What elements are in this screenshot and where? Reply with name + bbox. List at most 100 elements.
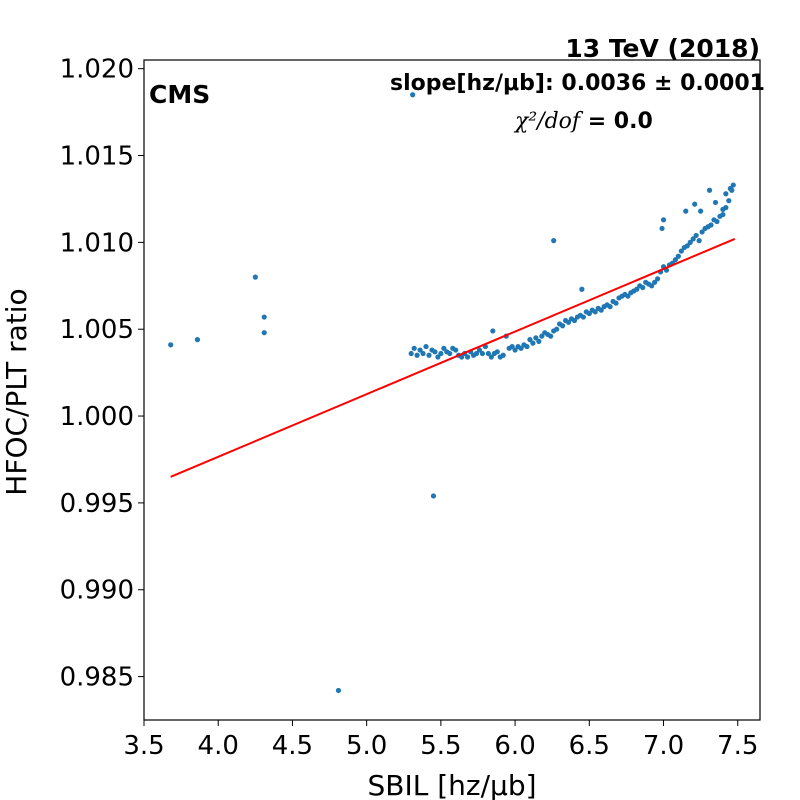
plot-area <box>143 59 761 721</box>
data-point <box>435 354 441 360</box>
data-point <box>476 347 483 353</box>
data-point <box>672 257 678 263</box>
y-tick-label: 0.990 <box>60 576 134 606</box>
data-point <box>447 350 453 357</box>
x-tick-label: 5.0 <box>346 731 387 761</box>
data-point <box>723 191 729 197</box>
data-point <box>613 300 619 306</box>
x-axis-title: SBIL [hz/μb] <box>367 769 536 800</box>
chi2-symbol: χ²/dof <box>513 109 584 134</box>
data-point <box>726 198 732 204</box>
data-point <box>720 206 726 212</box>
data-point <box>683 208 689 214</box>
data-point <box>727 185 733 192</box>
data-point <box>509 343 515 350</box>
data-point <box>548 333 554 339</box>
data-point <box>533 335 539 341</box>
data-point <box>414 352 420 358</box>
data-point <box>464 354 471 360</box>
x-axis: 3.5 4.0 4.5 5.0 5.5 6.0 6.5 7.0 7.5 <box>123 720 758 761</box>
data-point <box>417 347 423 353</box>
data-point <box>490 328 496 334</box>
data-point <box>551 238 557 244</box>
data-point <box>687 239 693 245</box>
data-point <box>430 493 437 499</box>
data-point <box>565 319 572 325</box>
data-point <box>432 349 438 355</box>
data-point <box>660 217 667 223</box>
y-tick-label: 1.015 <box>60 142 134 172</box>
y-tick-label: 1.005 <box>60 315 134 345</box>
y-tick-label: 1.010 <box>60 228 134 258</box>
data-point <box>408 350 414 357</box>
y-tick-label: 0.985 <box>60 663 134 693</box>
data-point <box>441 345 447 351</box>
y-axis: 0.985 0.990 0.995 1.000 1.005 1.010 1.015 1.020 <box>60 55 144 693</box>
y-tick-label: 1.000 <box>60 402 134 432</box>
data-point <box>518 345 524 351</box>
fit-line-layer <box>170 237 736 478</box>
chart-title: 13 TeV (2018) <box>565 34 760 63</box>
x-tick-label: 3.5 <box>123 731 164 761</box>
data-point <box>730 182 736 188</box>
data-point <box>712 199 719 206</box>
x-tick-label: 5.5 <box>420 731 461 761</box>
data-point <box>524 343 530 350</box>
data-point <box>684 243 690 249</box>
x-tick-label: 4.0 <box>198 731 239 761</box>
data-point <box>453 347 459 353</box>
data-point <box>500 352 506 358</box>
data-point <box>194 337 201 343</box>
data-point <box>512 347 518 353</box>
x-tick-label: 6.5 <box>569 731 610 761</box>
data-point <box>607 304 613 310</box>
data-point <box>559 323 566 329</box>
data-point <box>598 307 604 313</box>
data-point <box>423 343 429 350</box>
data-point <box>634 286 640 292</box>
data-point <box>675 253 681 259</box>
y-tick-label: 1.020 <box>60 55 134 85</box>
data-point <box>678 248 684 254</box>
data-point <box>698 208 704 214</box>
data-point <box>261 330 267 336</box>
data-point <box>554 326 560 332</box>
data-point <box>168 342 174 348</box>
data-point <box>485 350 491 357</box>
y-tick-label: 0.995 <box>60 489 134 519</box>
data-point <box>699 229 705 235</box>
data-point <box>335 687 342 694</box>
data-point <box>652 279 658 285</box>
data-point <box>527 337 533 343</box>
data-point <box>693 232 699 239</box>
data-point <box>649 283 655 289</box>
data-point <box>625 293 631 299</box>
data-point <box>690 236 696 242</box>
x-tick-label: 7.0 <box>643 731 684 761</box>
data-point <box>411 345 417 351</box>
x-tick-label: 7.5 <box>717 731 758 761</box>
chi2-value: = 0.0 <box>580 109 653 134</box>
data-point <box>579 286 585 292</box>
data-point <box>530 340 536 346</box>
data-point <box>473 350 480 357</box>
x-tick-label: 4.5 <box>272 731 313 761</box>
chi2-annotation: χ²/dof = 0.0 <box>513 109 653 134</box>
data-point <box>536 338 542 344</box>
data-point <box>539 333 545 339</box>
data-point <box>659 225 665 232</box>
data-point <box>592 309 598 315</box>
x-tick-label: 6.0 <box>494 731 535 761</box>
data-point <box>252 274 258 280</box>
data-point <box>714 218 720 225</box>
slope-annotation: slope[hz/μb]: 0.0036 ± 0.0001 <box>390 71 765 96</box>
data-point <box>706 187 713 193</box>
data-point <box>640 284 646 291</box>
data-points <box>168 92 736 694</box>
data-point <box>586 310 592 317</box>
experiment-label: CMS <box>149 80 210 109</box>
data-point <box>696 238 702 244</box>
data-point <box>494 349 500 355</box>
fit-line <box>170 237 736 478</box>
